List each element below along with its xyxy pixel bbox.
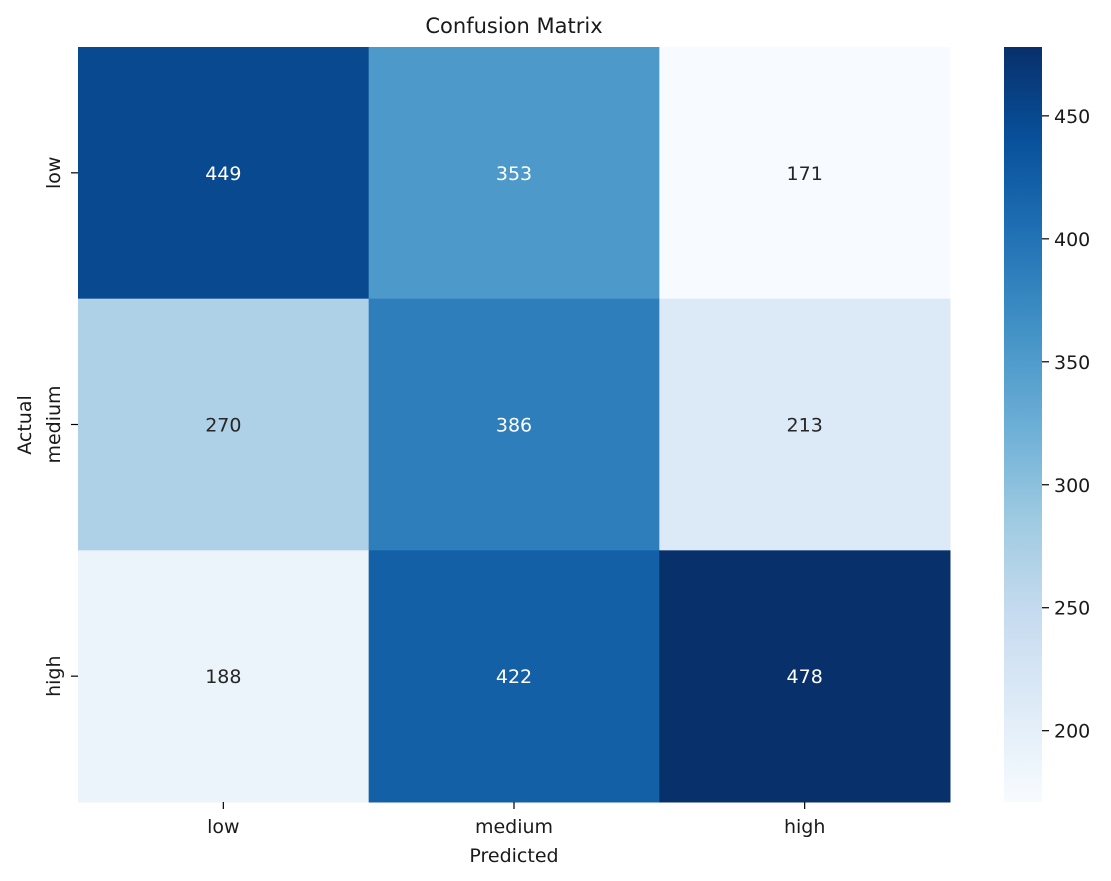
cell-value-label: 478	[787, 666, 823, 688]
y-tick-label: medium	[43, 385, 65, 463]
heatmap-cells: 449 353 171 270 386 213 188 422 478	[78, 47, 951, 803]
heatmap-cell	[659, 47, 951, 300]
x-axis: low medium high	[207, 802, 825, 838]
heatmap-cell	[368, 298, 660, 551]
heatmap-cell	[78, 298, 370, 551]
heatmap-cell	[368, 550, 660, 803]
cell-value-label: 213	[787, 415, 823, 437]
y-axis: low medium high	[43, 157, 78, 697]
heatmap-cell	[78, 47, 370, 300]
colorbar-tick-label: 300	[1054, 475, 1090, 497]
cell-value-label: 386	[496, 415, 532, 437]
cell-value-label: 171	[787, 163, 823, 185]
cell-value-label: 449	[205, 163, 241, 185]
cell-value-label: 353	[496, 163, 532, 185]
colorbar-gradient	[1004, 47, 1042, 802]
x-tick-label: low	[207, 816, 239, 838]
chart-title: Confusion Matrix	[425, 14, 602, 38]
colorbar-tick-label: 250	[1054, 598, 1090, 620]
x-tick-label: high	[784, 816, 825, 838]
cell-value-label: 270	[205, 415, 241, 437]
colorbar-tick-label: 200	[1054, 721, 1090, 743]
colorbar: 200 250 300 350 400 450	[1004, 47, 1090, 802]
heatmap-cell	[78, 550, 370, 803]
x-tick-label: medium	[475, 816, 553, 838]
y-tick-label: low	[43, 157, 65, 189]
colorbar-ticks: 200 250 300 350 400 450	[1042, 106, 1090, 743]
heatmap-cell	[659, 298, 951, 551]
x-axis-label: Predicted	[469, 845, 558, 867]
colorbar-tick-label: 450	[1054, 106, 1090, 128]
colorbar-tick-label: 350	[1054, 352, 1090, 374]
y-axis-label: Actual	[14, 395, 36, 455]
y-tick-label: high	[43, 655, 65, 696]
cell-value-label: 422	[496, 666, 532, 688]
heatmap-cell	[368, 47, 660, 300]
colorbar-tick-label: 400	[1054, 229, 1090, 251]
heatmap-cell	[659, 550, 951, 803]
cell-value-label: 188	[205, 666, 241, 688]
